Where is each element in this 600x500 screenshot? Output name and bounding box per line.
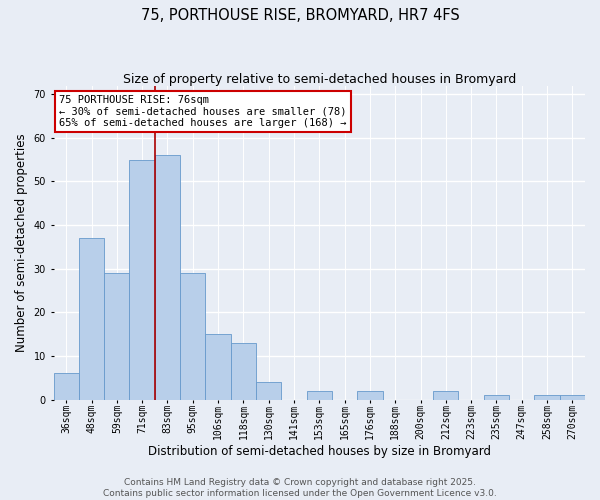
Bar — [180, 273, 205, 400]
Bar — [256, 382, 281, 400]
Bar — [231, 343, 256, 400]
Bar — [535, 395, 560, 400]
X-axis label: Distribution of semi-detached houses by size in Bromyard: Distribution of semi-detached houses by … — [148, 444, 491, 458]
Bar — [104, 273, 130, 400]
Bar — [560, 395, 585, 400]
Bar — [53, 374, 79, 400]
Bar — [155, 156, 180, 400]
Text: 75, PORTHOUSE RISE, BROMYARD, HR7 4FS: 75, PORTHOUSE RISE, BROMYARD, HR7 4FS — [140, 8, 460, 22]
Title: Size of property relative to semi-detached houses in Bromyard: Size of property relative to semi-detach… — [122, 72, 516, 86]
Bar — [205, 334, 231, 400]
Bar — [357, 391, 383, 400]
Text: Contains HM Land Registry data © Crown copyright and database right 2025.
Contai: Contains HM Land Registry data © Crown c… — [103, 478, 497, 498]
Text: 75 PORTHOUSE RISE: 76sqm
← 30% of semi-detached houses are smaller (78)
65% of s: 75 PORTHOUSE RISE: 76sqm ← 30% of semi-d… — [59, 95, 346, 128]
Bar — [484, 395, 509, 400]
Bar — [433, 391, 458, 400]
Bar — [130, 160, 155, 400]
Y-axis label: Number of semi-detached properties: Number of semi-detached properties — [15, 133, 28, 352]
Bar — [79, 238, 104, 400]
Bar — [307, 391, 332, 400]
